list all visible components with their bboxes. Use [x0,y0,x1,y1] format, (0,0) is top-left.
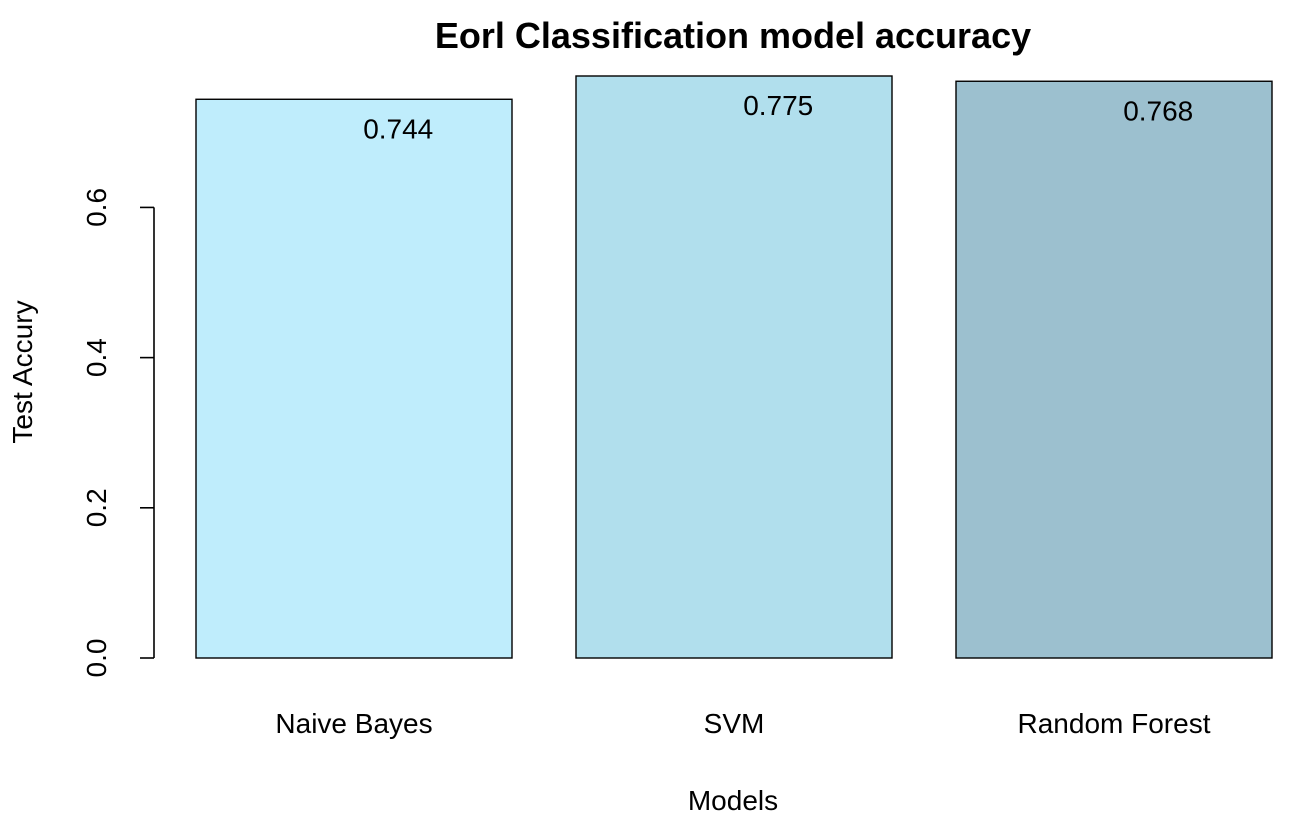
bars-group [195,75,1273,659]
bar-value-label: 0.775 [743,90,813,121]
x-category-label: SVM [704,708,765,739]
y-axis-title: Test Accury [7,300,38,443]
bar [955,80,1273,659]
x-category-label: Naive Bayes [275,708,432,739]
y-axis: 0.0 0.2 0.4 0.6 [81,188,155,678]
y-tick-label: 0.2 [81,488,112,527]
x-category-label: Random Forest [1018,708,1211,739]
bar [575,75,893,659]
bar-value-label: 0.744 [363,113,433,144]
y-tick-label: 0.6 [81,188,112,227]
bar [195,98,513,659]
y-tick-label: 0.4 [81,338,112,377]
bar-value-label: 0.768 [1123,95,1193,126]
y-tick-label: 0.0 [81,639,112,678]
x-axis-title: Models [688,785,778,816]
category-labels-group: Naive Bayes SVM Random Forest [275,708,1210,739]
chart-title: Eorl Classification model accuracy [435,15,1031,56]
data-labels-group: 0.744 0.775 0.768 [363,90,1193,144]
